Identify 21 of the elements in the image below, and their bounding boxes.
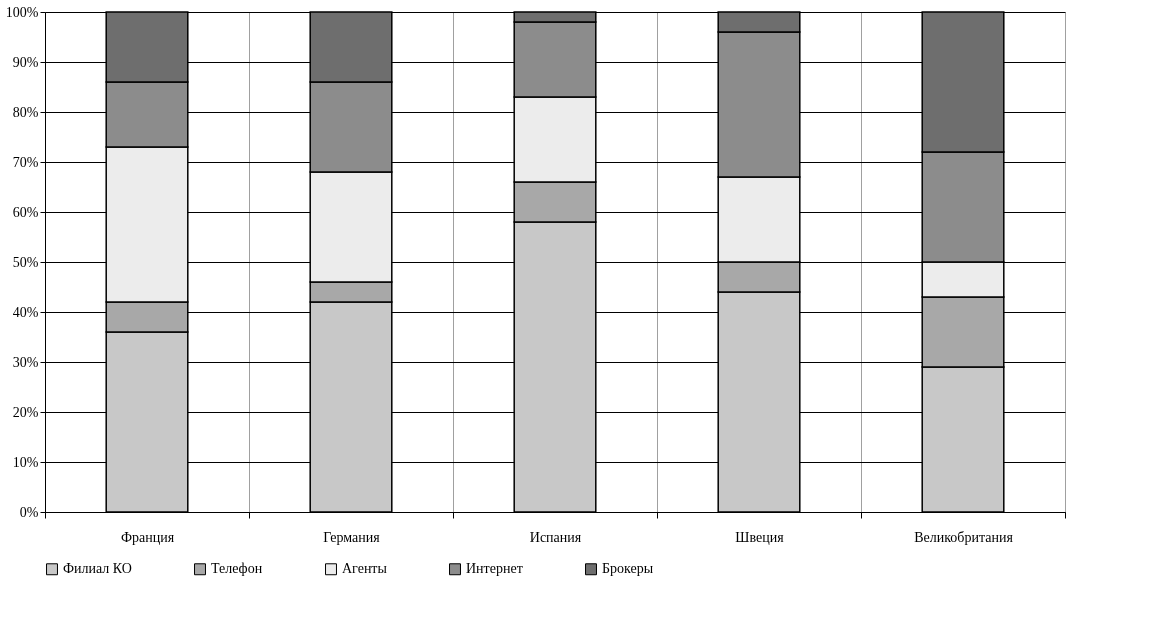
y-tick-label: 70%: [12, 154, 39, 170]
y-tick-label: 100%: [5, 4, 39, 20]
x-tick-label: Великобритания: [914, 529, 1014, 545]
y-tick-label: 30%: [12, 354, 39, 370]
y-tick-label: 80%: [12, 104, 39, 120]
legend-label: Интернет: [466, 561, 523, 577]
y-tick-label: 90%: [12, 54, 39, 70]
x-tick-label: Швеция: [735, 529, 785, 545]
legend-label: Агенты: [342, 561, 388, 577]
x-tick-label: Испания: [529, 529, 582, 545]
y-tick-label: 10%: [12, 454, 39, 470]
legend-label: Телефон: [211, 561, 263, 577]
x-tick-label: Франция: [120, 529, 175, 545]
y-tick-label: 60%: [12, 204, 39, 220]
y-tick-label: 40%: [12, 304, 39, 320]
x-tick-label: Германия: [323, 529, 381, 545]
y-tick-label: 0%: [19, 504, 39, 520]
y-tick-label: 50%: [12, 254, 39, 270]
legend-label: Брокеры: [602, 561, 654, 577]
legend-label: Филиал КО: [63, 561, 132, 577]
y-tick-label: 20%: [12, 404, 39, 420]
